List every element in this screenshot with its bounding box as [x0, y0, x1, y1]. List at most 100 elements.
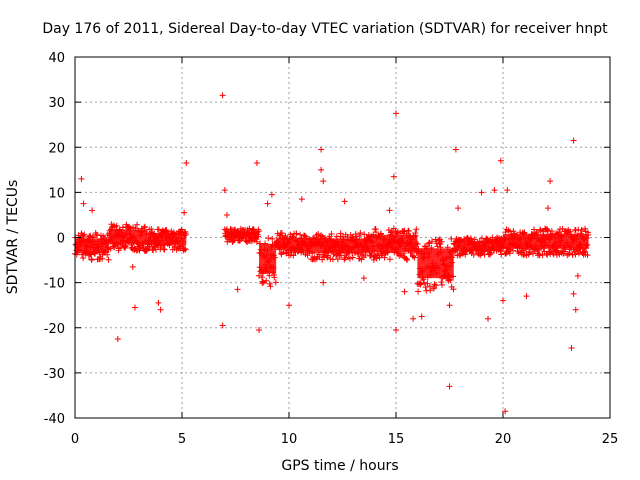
- outlier-point: [393, 327, 399, 334]
- data-point: [293, 230, 300, 237]
- outlier-point: [491, 187, 498, 194]
- outlier-point: [500, 297, 506, 304]
- data-point: [324, 252, 331, 259]
- dense-band: [256, 235, 279, 290]
- data-point: [357, 230, 364, 237]
- x-axis-label: GPS time / hours: [281, 458, 398, 474]
- data-point: [438, 279, 445, 286]
- data-point: [413, 226, 420, 233]
- data-point: [498, 251, 505, 258]
- dense-band-core: [453, 241, 503, 252]
- x-tick-label: 0: [71, 432, 79, 447]
- outlier-point: [181, 209, 188, 216]
- data-point: [121, 244, 128, 251]
- data-point: [113, 222, 120, 229]
- data-point: [450, 286, 457, 293]
- data-point: [81, 231, 88, 238]
- outlier-point: [234, 286, 241, 293]
- outlier-point: [223, 211, 230, 218]
- outlier-point: [360, 275, 367, 282]
- data-point: [447, 277, 454, 284]
- data-point: [531, 226, 538, 233]
- data-point: [526, 248, 533, 255]
- data-point: [432, 282, 439, 289]
- x-tick-label: 25: [602, 432, 619, 447]
- data-point: [150, 247, 157, 254]
- outlier-point: [221, 187, 228, 194]
- outlier-point: [547, 178, 554, 185]
- dense-band-core: [224, 231, 260, 239]
- y-tick-label: -20: [44, 322, 65, 337]
- dense-band: [221, 225, 262, 245]
- data-point: [506, 250, 513, 257]
- dense-band-core: [417, 248, 454, 279]
- outlier-point: [264, 200, 271, 207]
- data-point: [470, 251, 477, 258]
- outlier-point: [114, 336, 121, 343]
- outlier-point: [418, 313, 425, 320]
- y-axis-label: SDTVAR / TECUs: [5, 180, 21, 295]
- data-point: [148, 226, 155, 233]
- outlier-point: [386, 207, 393, 214]
- data-point: [155, 226, 162, 233]
- data-point: [338, 252, 345, 259]
- data-point: [263, 277, 270, 284]
- data-point: [439, 281, 446, 288]
- y-tick-label: 0: [57, 232, 65, 247]
- outlier-point: [401, 288, 408, 295]
- data-point: [581, 248, 588, 255]
- data-point: [337, 230, 344, 237]
- data-point: [320, 253, 327, 260]
- data-point: [578, 227, 585, 234]
- data-point: [448, 235, 455, 242]
- data-point: [266, 272, 273, 279]
- data-point: [567, 228, 574, 235]
- outlier-point: [485, 315, 492, 322]
- y-tick-label: 40: [48, 51, 65, 66]
- outlier-point: [219, 92, 226, 99]
- outlier-point: [298, 196, 305, 203]
- outlier-point: [320, 178, 327, 185]
- data-point: [290, 252, 297, 259]
- outlier-point: [452, 146, 459, 153]
- dense-band: [144, 226, 189, 254]
- dense-band-core: [147, 232, 187, 246]
- data-point: [400, 228, 407, 235]
- dense-band-core: [75, 238, 110, 254]
- data-point: [356, 233, 363, 240]
- data-point: [572, 251, 579, 258]
- y-tick-label: -10: [44, 277, 65, 292]
- data-point: [80, 255, 87, 262]
- outlier-point: [219, 322, 226, 329]
- y-tick-label: 10: [48, 186, 65, 201]
- outlier-point: [318, 166, 325, 173]
- outlier-point: [572, 306, 579, 313]
- data-point: [265, 235, 272, 242]
- outlier-point: [410, 315, 417, 322]
- outlier-point: [446, 383, 453, 390]
- axis-ticks: 0 5 10 15 20 25 40 30 20 10 0 -10 -20 -30 -40: [44, 51, 619, 447]
- data-point: [404, 257, 411, 264]
- dense-band-core: [310, 238, 367, 254]
- outlier-point: [320, 279, 327, 286]
- outlier-point: [341, 198, 348, 205]
- chart-title: Day 176 of 2011, Sidereal Day-to-day VTE…: [42, 21, 608, 37]
- outlier-point: [183, 160, 190, 167]
- outlier-point: [570, 290, 577, 297]
- dense-band: [273, 230, 314, 259]
- data-point: [328, 230, 335, 237]
- outlier-point: [497, 157, 504, 164]
- data-point: [438, 238, 445, 245]
- dense-band-core: [276, 237, 311, 250]
- outlier-point: [570, 137, 577, 144]
- data-point: [422, 284, 429, 291]
- data-point: [259, 278, 266, 285]
- data-point: [411, 254, 418, 261]
- data-point: [342, 254, 349, 261]
- outlier-point: [155, 299, 162, 306]
- outlier-point: [157, 306, 164, 313]
- data-point: [431, 281, 438, 288]
- data-points: [72, 92, 592, 415]
- data-point: [584, 252, 591, 259]
